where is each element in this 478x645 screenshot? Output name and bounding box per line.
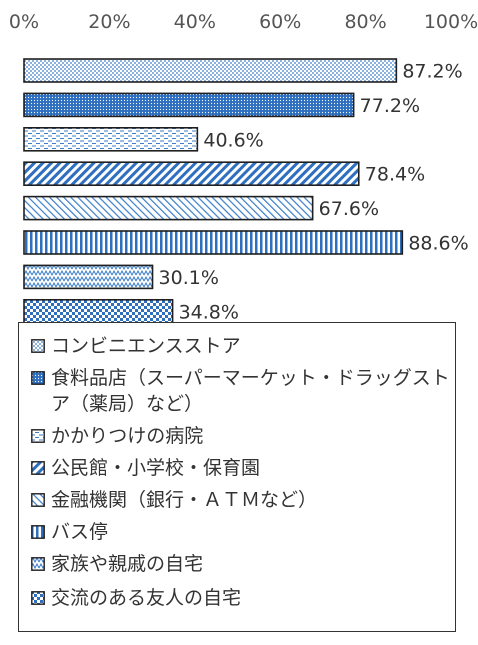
legend-swatch — [31, 339, 45, 353]
legend-swatch — [31, 591, 45, 605]
legend-label: バス停 — [51, 521, 109, 543]
legend-swatch — [31, 493, 45, 507]
data-label: 30.1% — [159, 267, 219, 289]
bar-4 — [23, 161, 360, 186]
bar-7 — [23, 264, 154, 290]
x-tick-label: 0% — [9, 11, 39, 33]
x-tick-label: 80% — [344, 11, 386, 33]
legend-item: 金融機関（銀行・ＡＴＭなど） — [31, 487, 451, 513]
x-tick-label: 100% — [424, 11, 478, 33]
bar-1 — [23, 58, 398, 83]
legend-item: 家族や親戚の自宅 — [31, 551, 451, 577]
data-label: 88.6% — [408, 233, 468, 255]
legend-label: 公民館・小学校・保育園 — [51, 457, 261, 479]
legend-label: 食料品店（スーパーマーケット・ドラッグストア（薬局）など） — [51, 367, 450, 415]
data-label: 40.6% — [203, 129, 263, 151]
legend-label: 家族や親戚の自宅 — [51, 553, 204, 575]
legend-label: かかりつけの病院 — [51, 425, 204, 447]
data-label: 77.2% — [360, 95, 420, 117]
bar-2 — [23, 92, 355, 118]
data-label: 67.6% — [319, 198, 379, 220]
bar-3 — [23, 127, 199, 152]
bar-5 — [23, 195, 314, 221]
legend-swatch — [31, 557, 45, 571]
legend-swatch — [31, 525, 45, 539]
chart-legend: コンビニエンスストア食料品店（スーパーマーケット・ドラッグストア（薬局）など） か… — [18, 322, 456, 632]
legend-item: バス停 — [31, 519, 451, 545]
x-tick-label: 60% — [259, 11, 301, 33]
legend-label: 金融機関（銀行・ＡＴＭなど） — [51, 489, 318, 511]
legend-swatch — [31, 461, 45, 475]
bar-chart: 0% 20% 40% 60% 80% 100% 87.2% 77.2% 40.6% 78.4% 6… — [9, 11, 478, 322]
bar-8 — [23, 298, 174, 322]
x-tick-label: 20% — [88, 11, 130, 33]
data-label: 87.2% — [402, 61, 462, 83]
legend-label: 交流のある友人の自宅 — [51, 587, 242, 609]
data-label: 34.8% — [179, 301, 239, 322]
legend-swatch — [31, 371, 45, 385]
legend-item: 交流のある友人の自宅 — [31, 585, 451, 611]
legend-item: 食料品店（スーパーマーケット・ドラッグストア（薬局）など） — [31, 365, 451, 417]
x-tick-label: 40% — [174, 11, 216, 33]
legend-swatch — [31, 429, 45, 443]
legend-label: コンビニエンスストア — [51, 335, 241, 357]
bar-6 — [23, 230, 404, 255]
data-label: 78.4% — [365, 164, 425, 186]
legend-item: 公民館・小学校・保育園 — [31, 455, 451, 481]
legend-item: コンビニエンスストア — [31, 333, 451, 359]
legend-item: かかりつけの病院 — [31, 423, 451, 449]
